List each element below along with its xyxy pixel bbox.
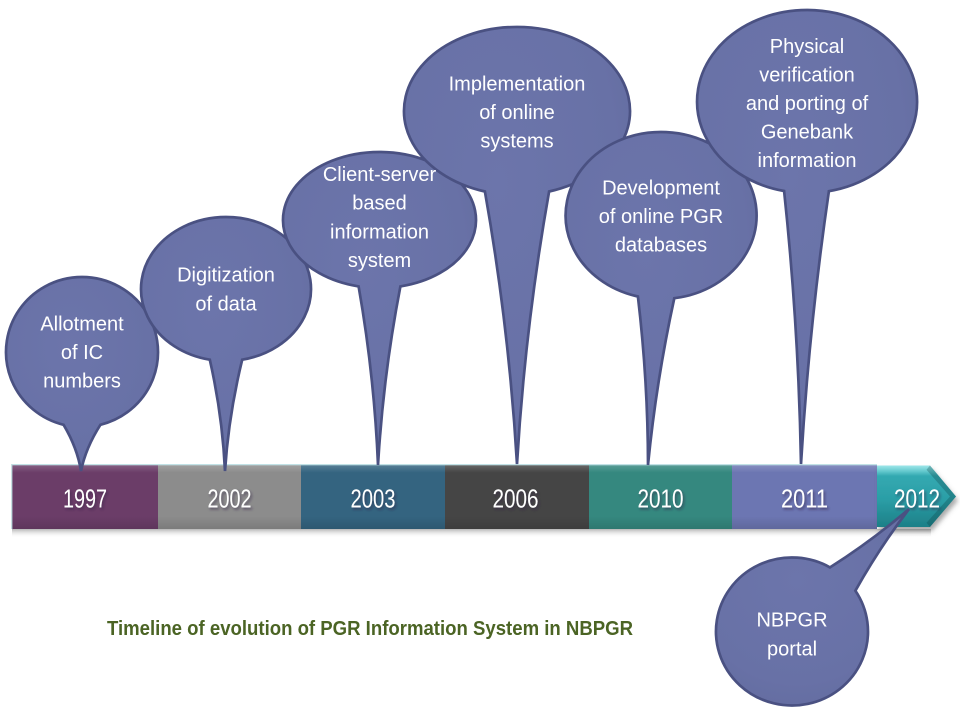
svg-text:2011: 2011 [781, 484, 828, 514]
svg-text:Timeline of evolution of PGR I: Timeline of evolution of PGR Information… [107, 618, 634, 640]
svg-text:2002: 2002 [208, 484, 252, 514]
svg-text:verification: verification [759, 64, 855, 86]
svg-text:information: information [758, 150, 857, 172]
svg-text:Client-server: Client-server [323, 164, 437, 186]
svg-text:based: based [352, 193, 407, 215]
svg-text:NBPGR: NBPGR [756, 610, 827, 632]
svg-text:information: information [330, 221, 429, 243]
svg-text:portal: portal [767, 638, 817, 660]
svg-text:Implementation: Implementation [449, 73, 586, 95]
svg-text:Genebank: Genebank [761, 122, 854, 144]
svg-text:2003: 2003 [351, 484, 396, 514]
svg-text:2012: 2012 [894, 484, 940, 514]
svg-text:2010: 2010 [638, 484, 684, 514]
svg-text:Physical: Physical [770, 36, 844, 58]
svg-text:of online: of online [479, 102, 555, 124]
svg-text:and porting of: and porting of [746, 93, 869, 115]
svg-text:system: system [348, 250, 411, 272]
svg-text:numbers: numbers [43, 371, 121, 393]
svg-text:Allotment: Allotment [40, 313, 124, 335]
svg-text:of online PGR: of online PGR [599, 206, 724, 228]
svg-text:of data: of data [195, 293, 257, 315]
svg-text:of IC: of IC [61, 342, 103, 364]
svg-text:systems: systems [480, 131, 553, 153]
svg-text:Development: Development [602, 177, 720, 199]
svg-text:2006: 2006 [493, 484, 539, 514]
svg-text:databases: databases [615, 235, 707, 257]
svg-text:Digitization: Digitization [177, 265, 275, 287]
svg-text:1997: 1997 [63, 484, 107, 514]
